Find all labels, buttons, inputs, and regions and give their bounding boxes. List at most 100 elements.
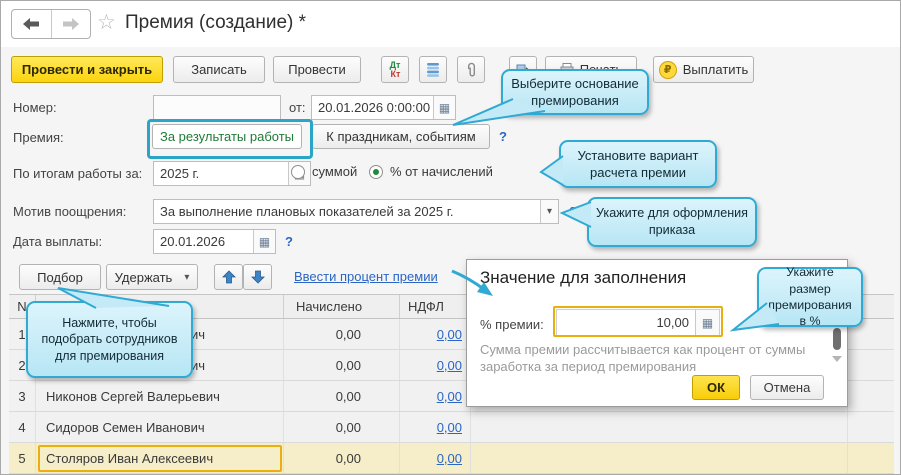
cell-name: Столяров Иван Алексеевич — [36, 443, 284, 473]
ndfl-link[interactable]: 0,00 — [436, 419, 462, 435]
calendar-icon[interactable]: ▦ — [253, 230, 275, 253]
cell-num: 4 — [9, 412, 36, 442]
ruble-coin-icon: ₽ — [658, 60, 677, 79]
scrollbar-down-arrow[interactable] — [832, 356, 842, 362]
radio-percent[interactable]: % от начислений — [369, 164, 493, 179]
radio-circle-selected — [369, 164, 383, 179]
dialog-hint-text: Сумма премии рассчитывается как процент … — [480, 342, 806, 374]
period-input[interactable]: 2025 г. ▦ — [153, 161, 311, 186]
move-up-button[interactable] — [214, 264, 243, 290]
chevron-down-icon: ▾ — [184, 271, 190, 283]
ndfl-link[interactable]: 0,00 — [436, 450, 462, 466]
cell-accrued: 0,00 — [284, 319, 400, 349]
highlight-selected-employee — [38, 445, 282, 472]
cell-accrued: 0,00 — [284, 443, 400, 473]
cancel-button[interactable]: Отмена — [750, 375, 824, 400]
col-accrued-header[interactable]: Начислено — [284, 295, 400, 318]
callout-order-note: Укажите для оформления приказа — [587, 197, 757, 247]
arrow-up-icon — [221, 270, 236, 284]
post-and-close-button[interactable]: Провести и закрыть — [11, 56, 163, 83]
stacked-list-icon — [427, 63, 439, 77]
cell-extra2 — [848, 350, 894, 380]
pay-date-label: Дата выплаты: — [13, 234, 103, 249]
table-row[interactable]: 4 Сидоров Семен Иванович 0,00 0,00 — [9, 412, 894, 443]
cell-name: Сидоров Семен Иванович — [36, 412, 284, 442]
pay-button[interactable]: ₽ Выплатить — [653, 56, 754, 83]
callout-set-percent: Укажите размер премирования в % — [757, 265, 863, 328]
calendar-icon[interactable]: ▦ — [433, 96, 455, 119]
post-button[interactable]: Провести — [273, 56, 361, 83]
forward-button[interactable] — [50, 10, 91, 38]
nav-history-group — [11, 9, 91, 39]
table-row-selected[interactable]: 5 Столяров Иван Алексеевич 0,00 0,00 — [9, 443, 894, 474]
cell-accrued: 0,00 — [284, 350, 400, 380]
dtkt-postings-button[interactable]: Дт Кт — [381, 56, 409, 83]
ndfl-link[interactable]: 0,00 — [436, 357, 462, 373]
scrollbar-thumb[interactable] — [833, 328, 841, 350]
cell-name: Никонов Сергей Валерьевич — [36, 381, 284, 411]
pay-label: Выплатить — [682, 62, 749, 77]
cell-accrued: 0,00 — [284, 412, 400, 442]
cell-accrued: 0,00 — [284, 381, 400, 411]
period-label: По итогам работы за: — [13, 166, 143, 181]
cell-extra2 — [848, 381, 894, 411]
page-title: Премия (создание) * — [125, 12, 307, 33]
write-button[interactable]: Записать — [173, 56, 265, 83]
calculator-icon[interactable]: ▦ — [695, 310, 719, 335]
favorite-star-icon[interactable]: ☆ — [97, 11, 116, 34]
pay-date-input[interactable]: 20.01.2026 ▦ — [153, 229, 276, 254]
highlight-percent-input — [553, 306, 723, 337]
ndfl-link[interactable]: 0,00 — [436, 388, 462, 404]
ok-button[interactable]: ОК — [692, 375, 740, 400]
pay-date-help-link[interactable]: ? — [285, 234, 293, 249]
attachments-button[interactable] — [457, 56, 485, 83]
back-arrow-icon — [23, 18, 40, 30]
premium-label: Премия: — [13, 130, 64, 145]
cell-extra2 — [848, 443, 894, 473]
motive-help-link[interactable]: ? — [569, 204, 577, 219]
motive-select[interactable]: За выполнение плановых показателей за 20… — [153, 199, 559, 224]
pick-button[interactable]: Подбор — [19, 264, 101, 290]
cell-ndfl: 0,00 — [400, 319, 471, 349]
enter-percent-link[interactable]: Ввести процент премии — [294, 269, 438, 284]
cell-ndfl: 0,00 — [400, 412, 471, 442]
arrow-down-icon — [250, 270, 265, 284]
cell-num: 5 — [9, 443, 36, 473]
paperclip-icon — [467, 62, 475, 76]
radio-sum[interactable]: суммой — [291, 164, 357, 179]
cell-extra2 — [848, 412, 894, 442]
premium-option-holiday-button[interactable]: К праздникам, событиям — [312, 124, 490, 149]
ndfl-link[interactable]: 0,00 — [436, 326, 462, 342]
from-label: от: — [289, 100, 306, 115]
cell-ndfl: 0,00 — [400, 381, 471, 411]
percent-input[interactable]: 10,00 ▦ — [556, 309, 720, 336]
highlight-premium-option — [147, 119, 313, 159]
number-input[interactable] — [153, 95, 281, 120]
withhold-button[interactable]: Удержать ▾ — [106, 264, 198, 290]
col-ndfl-header[interactable]: НДФЛ — [400, 295, 471, 318]
window-header: ☆ Премия (создание) * — [1, 1, 900, 47]
cell-name: ич — [36, 350, 284, 380]
premium-option-work-button[interactable]: За результаты работы — [152, 124, 302, 149]
motive-label: Мотив поощрения: — [13, 204, 127, 219]
cell-ndfl: 0,00 — [400, 443, 471, 473]
forward-arrow-icon — [62, 18, 79, 30]
dtkt-icon: Дт Кт — [389, 59, 401, 79]
callout-pick-employees: Нажмите, чтобы подобрать сотрудников для… — [26, 301, 193, 378]
move-down-button[interactable] — [243, 264, 272, 290]
callout-choose-basis: Выберите основание премирования — [501, 69, 649, 115]
premium-help-link[interactable]: ? — [499, 129, 507, 144]
chevron-down-icon[interactable]: ▾ — [540, 200, 558, 223]
cell-num: 3 — [9, 381, 36, 411]
cell-extra — [471, 412, 848, 442]
cell-ndfl: 0,00 — [400, 350, 471, 380]
dialog-title: Значение для заполнения — [480, 268, 687, 287]
col-name-header[interactable] — [36, 295, 284, 318]
percent-label: % премии: — [480, 317, 544, 332]
doc-date-input[interactable]: 20.01.2026 0:00:00 ▦ — [311, 95, 456, 120]
document-movements-button[interactable] — [419, 56, 447, 83]
cell-extra — [471, 443, 848, 473]
back-button[interactable] — [12, 10, 51, 38]
cell-name: ич — [36, 319, 284, 349]
